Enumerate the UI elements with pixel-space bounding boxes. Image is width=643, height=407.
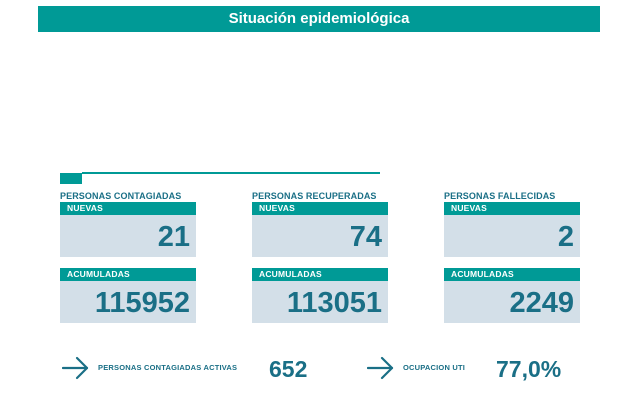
group-title: PERSONAS CONTAGIADAS	[60, 191, 182, 201]
stat-activas: PERSONAS CONTAGIADAS ACTIVAS 652	[62, 353, 322, 383]
card-nuevas-contagiadas: NUEVAS 21	[60, 202, 196, 257]
group-recuperadas: PERSONAS RECUPERADAS NUEVAS 74 ACUMULADA…	[252, 191, 388, 331]
card-value: 2	[557, 221, 574, 253]
stat-label: OCUPACION UTI	[403, 363, 466, 372]
decorative-bar	[60, 173, 82, 184]
card-header: ACUMULADAS	[60, 268, 196, 281]
group-title: PERSONAS FALLECIDAS	[444, 191, 556, 201]
card-header: ACUMULADAS	[252, 268, 388, 281]
card-acumuladas-recuperadas: ACUMULADAS 113051	[252, 268, 388, 323]
card-value: 113051	[286, 287, 382, 319]
stat-value: 77,0%	[496, 356, 562, 382]
group-title: PERSONAS RECUPERADAS	[252, 191, 377, 201]
card-header: ACUMULADAS	[444, 268, 580, 281]
arrow-right-icon	[367, 356, 394, 380]
card-nuevas-fallecidas: NUEVAS 2	[444, 202, 580, 257]
card-value: 2249	[509, 287, 574, 319]
card-acumuladas-contagiadas: ACUMULADAS 115952	[60, 268, 196, 323]
card-header: NUEVAS	[60, 202, 196, 215]
card-value: 115952	[94, 287, 190, 319]
page-title: Situación epidemiológica	[38, 6, 600, 32]
decorative-line	[82, 172, 380, 174]
stat-value: 652	[269, 356, 308, 382]
card-acumuladas-fallecidas: ACUMULADAS 2249	[444, 268, 580, 323]
arrow-right-icon	[62, 356, 89, 380]
card-value: 21	[157, 221, 190, 253]
card-header: NUEVAS	[252, 202, 388, 215]
group-fallecidas: PERSONAS FALLECIDAS NUEVAS 2 ACUMULADAS …	[444, 191, 580, 331]
card-header: NUEVAS	[444, 202, 580, 215]
stat-label: PERSONAS CONTAGIADAS ACTIVAS	[98, 363, 238, 372]
card-value: 74	[349, 221, 382, 253]
group-contagiadas: PERSONAS CONTAGIADAS NUEVAS 21 ACUMULADA…	[60, 191, 196, 331]
stat-ocupacion-uti: OCUPACION UTI 77,0%	[367, 353, 577, 383]
card-nuevas-recuperadas: NUEVAS 74	[252, 202, 388, 257]
